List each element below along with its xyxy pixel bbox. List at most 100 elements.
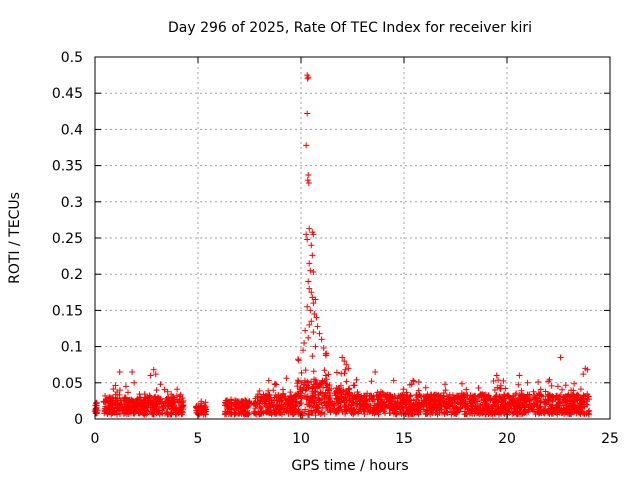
- data-point: [301, 384, 308, 391]
- data-point: [310, 231, 317, 238]
- data-point: [285, 396, 292, 403]
- data-point: [315, 409, 322, 416]
- data-point: [496, 396, 503, 403]
- data-point: [138, 396, 145, 403]
- data-point: [358, 392, 365, 399]
- y-tick-label: 0.25: [52, 231, 83, 247]
- data-point: [571, 402, 578, 409]
- data-point: [171, 396, 178, 403]
- data-point: [578, 394, 585, 401]
- data-point: [376, 403, 383, 410]
- data-point: [152, 371, 159, 378]
- data-point: [295, 356, 302, 363]
- x-tick-label: 10: [292, 431, 310, 447]
- data-point: [314, 404, 321, 411]
- axis-ticks: [94, 56, 611, 420]
- data-point: [526, 392, 533, 399]
- data-point: [559, 386, 566, 393]
- data-point: [426, 402, 433, 409]
- data-point: [339, 354, 346, 361]
- data-point: [498, 399, 505, 406]
- data-point: [516, 372, 523, 379]
- data-point: [321, 378, 328, 385]
- data-point: [522, 408, 529, 415]
- data-point: [168, 411, 175, 418]
- data-point: [557, 354, 564, 361]
- data-point: [250, 400, 257, 407]
- data-point: [407, 406, 414, 413]
- data-point: [468, 399, 475, 406]
- data-point: [312, 388, 319, 395]
- data-point: [151, 394, 158, 401]
- data-point: [257, 405, 264, 412]
- data-point: [345, 365, 352, 372]
- data-point: [303, 231, 310, 238]
- data-point: [114, 411, 121, 418]
- data-point: [321, 367, 328, 374]
- data-point: [221, 411, 228, 418]
- data-point: [341, 403, 348, 410]
- data-point: [568, 387, 575, 394]
- data-point: [534, 395, 541, 402]
- data-point: [448, 411, 455, 418]
- data-point: [415, 378, 422, 385]
- data-point: [450, 405, 457, 412]
- data-point: [493, 409, 500, 416]
- data-point: [304, 177, 311, 184]
- data-point: [266, 400, 273, 407]
- data-point: [308, 242, 315, 249]
- data-point: [351, 382, 358, 389]
- data-point: [296, 386, 303, 393]
- data-point: [129, 406, 136, 413]
- data-point: [305, 334, 312, 341]
- data-point: [577, 386, 584, 393]
- data-point: [107, 404, 114, 411]
- data-point: [354, 393, 361, 400]
- y-tick-label: 0.1: [61, 340, 83, 356]
- data-point: [522, 407, 529, 414]
- data-point: [298, 369, 305, 376]
- data-point: [198, 400, 205, 407]
- data-point: [337, 398, 344, 405]
- data-point: [173, 392, 180, 399]
- data-point: [261, 397, 268, 404]
- data-point: [161, 386, 168, 393]
- data-point: [150, 366, 157, 373]
- data-point: [152, 393, 159, 400]
- data-point: [430, 403, 437, 410]
- y-tick-label: 0.35: [52, 159, 83, 175]
- data-point: [243, 403, 250, 410]
- data-point: [173, 411, 180, 418]
- data-point: [305, 179, 312, 186]
- data-point: [568, 403, 575, 410]
- data-point: [322, 372, 329, 379]
- data-point: [433, 391, 440, 398]
- data-point: [278, 399, 285, 406]
- data-point: [256, 387, 263, 394]
- data-point: [535, 390, 542, 397]
- data-point: [391, 401, 398, 408]
- data-point: [386, 394, 393, 401]
- data-point: [155, 394, 162, 401]
- data-point: [549, 397, 556, 404]
- data-point: [265, 377, 272, 384]
- data-point: [390, 377, 397, 384]
- data-point: [551, 406, 558, 413]
- data-point: [392, 410, 399, 417]
- data-point: [304, 236, 311, 243]
- data-point: [583, 410, 590, 417]
- data-point: [547, 401, 554, 408]
- data-point: [348, 391, 355, 398]
- data-point: [349, 398, 356, 405]
- data-point: [518, 387, 525, 394]
- data-point: [506, 408, 513, 415]
- data-point: [504, 392, 511, 399]
- data-point: [137, 405, 144, 412]
- data-point: [358, 408, 365, 415]
- data-point: [311, 311, 318, 318]
- data-point: [296, 408, 303, 415]
- data-point: [562, 382, 569, 389]
- data-point: [481, 396, 488, 403]
- data-point: [407, 400, 414, 407]
- data-point: [282, 393, 289, 400]
